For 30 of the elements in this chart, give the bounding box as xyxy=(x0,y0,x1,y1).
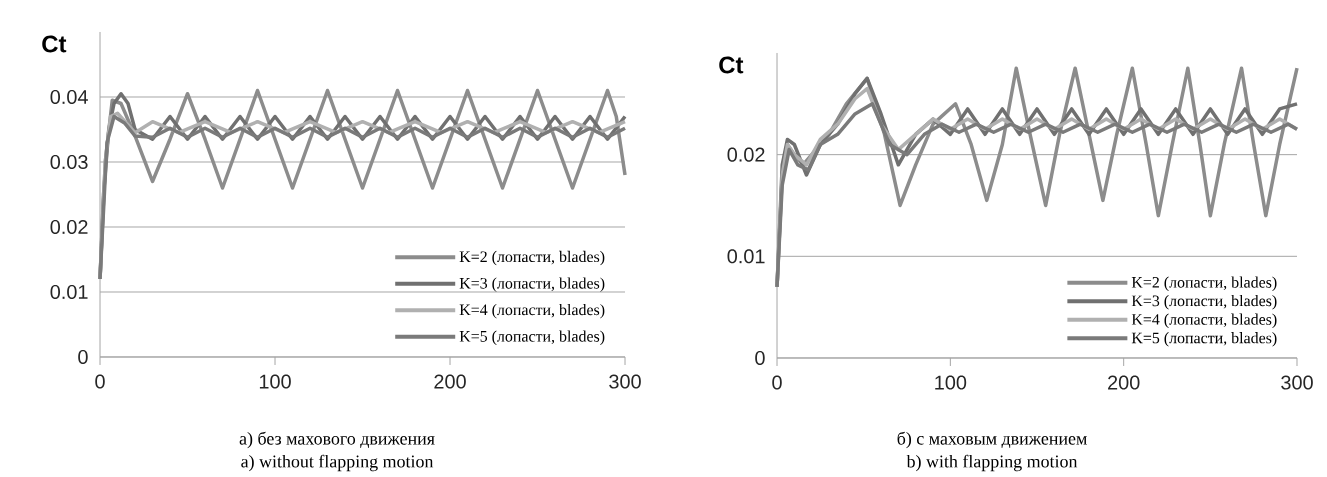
y-tick-label: 0 xyxy=(755,350,765,366)
y-tick-label: 0.04 xyxy=(50,89,88,105)
legend-label: K=5 (лопасти, blades) xyxy=(459,330,605,345)
y-axis-title: Ct xyxy=(42,35,67,53)
legend-label: K=2 (лопасти, blades) xyxy=(459,250,605,266)
legend-label: K=5 (лопасти, blades) xyxy=(1131,332,1277,347)
y-tick-label: 0.02 xyxy=(727,147,765,162)
x-tick-label: 300 xyxy=(609,374,641,389)
text: a) without flapping motion xyxy=(241,454,434,472)
y-tick-label: 0.01 xyxy=(727,249,765,264)
x-tick-label: 200 xyxy=(434,374,466,389)
legend-label: K=3 (лопасти, blades) xyxy=(459,277,605,292)
legend-label: K=2 (лопасти, blades) xyxy=(1131,276,1277,291)
text: b) with flapping motion xyxy=(906,454,1078,472)
y-axis-title: Ct xyxy=(719,56,744,74)
x-tick-label: 0 xyxy=(772,375,782,390)
y-tick-label: 0 xyxy=(78,349,88,365)
x-tick-label: 200 xyxy=(1108,375,1140,390)
y-tick-label: 0.02 xyxy=(50,219,88,235)
y-tick-label: 0.03 xyxy=(50,154,88,170)
x-tick-label: 0 xyxy=(95,374,105,389)
x-tick-label: 100 xyxy=(935,375,967,390)
text: а) без махового движения xyxy=(239,431,435,449)
y-tick-label: 0.01 xyxy=(50,284,88,300)
legend-label: K=3 (лопасти, blades) xyxy=(1131,295,1277,310)
x-tick-label: 100 xyxy=(259,374,291,389)
x-tick-label: 300 xyxy=(1281,375,1313,390)
legend-label: K=4 (лопасти, blades) xyxy=(459,303,605,319)
legend-label: K=4 (лопасти, blades) xyxy=(1131,313,1277,328)
text: б) с маховым движением xyxy=(897,431,1087,449)
